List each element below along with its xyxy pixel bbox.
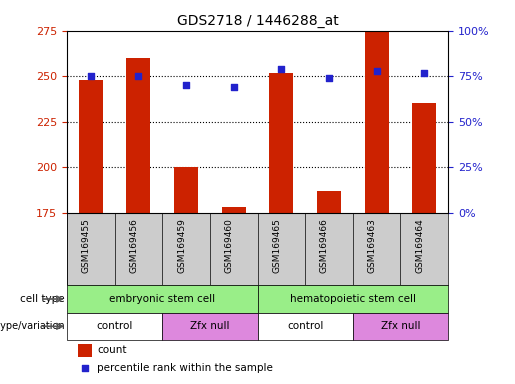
Text: GSM169456: GSM169456 [129,218,139,273]
Point [230,84,238,90]
Bar [317,191,341,213]
Text: hematopoietic stem cell: hematopoietic stem cell [290,294,416,304]
Bar [67,285,258,313]
Bar [79,80,102,213]
Bar [222,207,246,213]
Title: GDS2718 / 1446288_at: GDS2718 / 1446288_at [177,14,338,28]
Text: GSM169465: GSM169465 [272,218,281,273]
Text: embryonic stem cell: embryonic stem cell [109,294,215,304]
Bar [67,313,162,340]
Bar [258,313,353,340]
Text: GSM169455: GSM169455 [82,218,91,273]
Bar [78,344,92,358]
Point [325,75,333,81]
Point [182,82,190,88]
Point [87,73,95,79]
Point [420,70,428,76]
Text: control: control [96,321,133,331]
Text: GSM169463: GSM169463 [368,218,376,273]
Text: count: count [97,345,127,355]
Bar [365,31,388,213]
Bar [258,285,448,313]
Text: GSM169460: GSM169460 [225,218,234,273]
Text: control: control [287,321,323,331]
Bar [413,103,436,213]
Text: GSM169459: GSM169459 [177,218,186,273]
Bar [174,167,198,213]
Point [81,365,89,371]
Text: GSM169466: GSM169466 [320,218,329,273]
Bar [353,313,448,340]
Text: Zfx null: Zfx null [381,321,420,331]
Point [372,68,381,74]
Text: GSM169464: GSM169464 [415,218,424,273]
Text: genotype/variation: genotype/variation [0,321,65,331]
Text: cell type: cell type [21,294,65,304]
Text: percentile rank within the sample: percentile rank within the sample [97,363,273,373]
Point [277,66,285,72]
Text: Zfx null: Zfx null [190,321,230,331]
Point [134,73,143,79]
Bar [127,58,150,213]
Bar [269,73,293,213]
Bar [162,313,258,340]
